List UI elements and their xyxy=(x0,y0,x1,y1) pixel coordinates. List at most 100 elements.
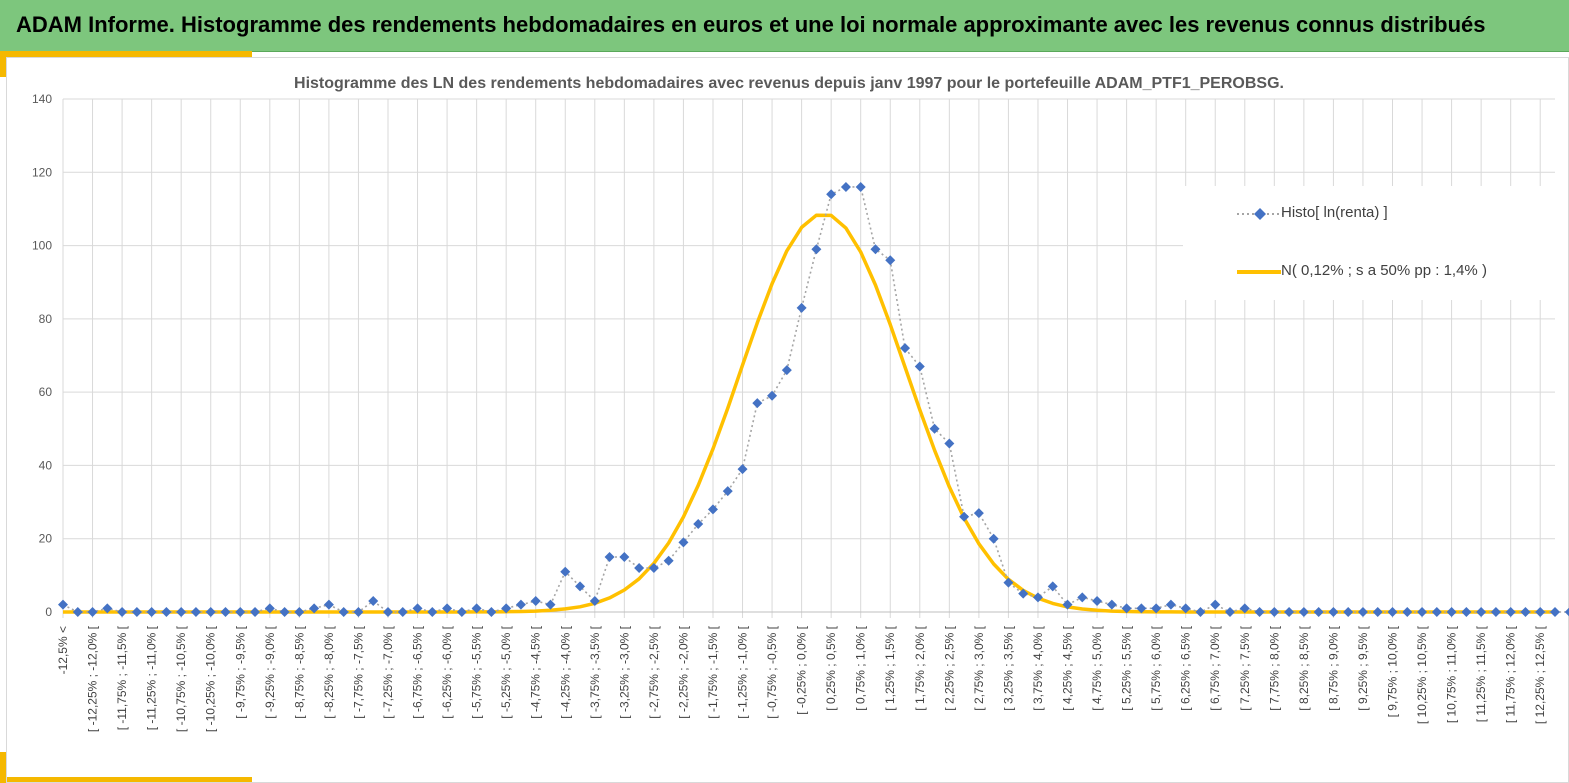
legend-marker-normal xyxy=(1237,270,1281,274)
histogram-point xyxy=(102,603,113,614)
x-tick-label: [ -4,75% ; -4,5% [ xyxy=(529,625,543,718)
histogram-point xyxy=(1461,607,1472,617)
x-tick-label: [ -11,75% ; -11,5% [ xyxy=(115,625,129,730)
histogram-point xyxy=(575,581,586,592)
histogram-point xyxy=(309,603,320,614)
legend-marker-histo xyxy=(1237,208,1283,220)
histogram-point xyxy=(693,519,704,530)
y-tick-label: 120 xyxy=(32,165,52,179)
histogram-point xyxy=(722,486,733,497)
x-tick-label: [ 11,25% ; 11,5% [ xyxy=(1474,625,1488,722)
y-tick-label: 140 xyxy=(32,92,52,106)
x-tick-label: [ 2,75% ; 3,0% [ xyxy=(972,625,986,710)
x-tick-label: [ -1,75% ; -1,5% [ xyxy=(706,625,720,718)
accent-bar-left xyxy=(0,51,6,77)
histogram-point xyxy=(545,599,556,610)
histogram-point xyxy=(279,607,290,617)
x-tick-label: [ 7,25% ; 7,5% [ xyxy=(1238,625,1252,710)
histogram-point xyxy=(707,504,718,515)
accent-bar-top xyxy=(0,51,252,57)
histogram-point xyxy=(1165,599,1176,610)
histogram-point xyxy=(811,244,822,255)
histogram-series xyxy=(58,181,1569,617)
histogram-point xyxy=(914,361,925,372)
histogram-point xyxy=(1328,607,1339,617)
histogram-point xyxy=(176,607,187,617)
report-header: ADAM Informe. Histogramme des rendements… xyxy=(0,0,1569,52)
histogram-point xyxy=(501,603,512,614)
y-tick-label: 60 xyxy=(39,385,53,399)
x-tick-label: [ 1,25% ; 1,5% [ xyxy=(883,625,897,710)
x-tick-label: [ 8,25% ; 8,5% [ xyxy=(1297,625,1311,710)
y-axis: 0 20 40 60 80 100 120 140 xyxy=(32,92,52,619)
histogram-point xyxy=(486,607,497,617)
x-tick-label: [ -7,25% ; -7,0% [ xyxy=(381,625,395,718)
histogram-point xyxy=(1018,588,1029,599)
histogram-point xyxy=(826,189,837,200)
x-tick-label: [ -1,25% ; -1,0% [ xyxy=(736,625,750,718)
x-tick-label: [ -2,25% ; -2,0% [ xyxy=(676,625,690,718)
y-tick-label: 20 xyxy=(39,532,53,546)
histogram-point xyxy=(205,607,216,617)
histogram-point xyxy=(1298,607,1309,617)
histogram-point xyxy=(190,607,201,617)
histogram-point xyxy=(988,533,999,544)
accent-bar-bottom xyxy=(0,777,252,783)
histogram-point xyxy=(1106,599,1117,610)
x-tick-label: [ -12,25% ; -12,0% [ xyxy=(86,625,100,732)
histogram-point xyxy=(146,607,157,617)
histogram-point xyxy=(220,607,231,617)
x-tick-label: [ -6,25% ; -6,0% [ xyxy=(440,625,454,718)
histogram-point xyxy=(1136,603,1147,614)
x-tick-label: [ 11,75% ; 12,0% [ xyxy=(1504,625,1518,723)
histogram-point xyxy=(58,599,68,610)
x-tick-label: [ -4,25% ; -4,0% [ xyxy=(558,625,572,718)
x-tick-label: [ -9,25% ; -9,0% [ xyxy=(263,625,277,718)
histogram-point xyxy=(678,537,689,548)
histogram-point xyxy=(1417,607,1428,617)
y-tick-label: 80 xyxy=(39,312,53,326)
x-tick-label: [ 3,25% ; 3,5% [ xyxy=(1001,625,1015,710)
x-tick-label: [ -10,25% ; -10,0% [ xyxy=(204,625,218,732)
histogram-point xyxy=(1269,607,1280,617)
histogram-point xyxy=(338,607,349,617)
histogram-point xyxy=(885,255,896,266)
histogram-point xyxy=(855,181,866,192)
x-tick-label: [ 5,75% ; 6,0% [ xyxy=(1149,625,1163,710)
histogram-point xyxy=(412,603,423,614)
x-tick-label: [ -9,75% ; -9,5% [ xyxy=(233,625,247,718)
histogram-point xyxy=(663,555,674,566)
histogram-point xyxy=(382,607,393,617)
x-tick-label: [ 6,25% ; 6,5% [ xyxy=(1179,625,1193,710)
histogram-point xyxy=(1550,607,1560,617)
histogram-point xyxy=(870,244,881,255)
histogram-point xyxy=(427,607,438,617)
histogram-point xyxy=(1210,599,1221,610)
histogram-point xyxy=(648,563,659,574)
histogram-point xyxy=(72,607,83,617)
x-tick-label: [ -8,75% ; -8,5% [ xyxy=(292,625,306,718)
x-tick-label: [ 9,25% ; 9,5% [ xyxy=(1356,625,1370,710)
histogram-point xyxy=(1254,607,1265,617)
x-tick-label: [ -5,25% ; -5,0% [ xyxy=(499,625,513,718)
x-tick-label: [ -3,25% ; -3,0% [ xyxy=(617,625,631,718)
histogram-point xyxy=(353,607,364,617)
histogram-point xyxy=(1077,592,1088,603)
x-tick-label: [ 5,25% ; 5,5% [ xyxy=(1120,625,1134,710)
histogram-point xyxy=(1505,607,1516,617)
histogram-point xyxy=(1490,607,1501,617)
legend: Histo[ ln(renta) ] N( 0,12% ; s a 50% pp… xyxy=(1183,186,1555,300)
histogram-point xyxy=(1239,603,1250,614)
histogram-point xyxy=(944,438,955,449)
histogram-point xyxy=(619,552,630,563)
histogram-point xyxy=(1313,607,1324,617)
histogram-point xyxy=(1372,607,1383,617)
histogram-point xyxy=(131,607,142,617)
histogram-point xyxy=(471,603,482,614)
histogram-point xyxy=(1003,577,1014,588)
histogram-point xyxy=(161,607,172,617)
histogram-point xyxy=(1032,592,1043,603)
x-tick-label: [ 2,25% ; 2,5% [ xyxy=(942,625,956,710)
histogram-point xyxy=(1195,607,1206,617)
x-tick-label: [ -0,75% ; -0,5% [ xyxy=(765,625,779,718)
